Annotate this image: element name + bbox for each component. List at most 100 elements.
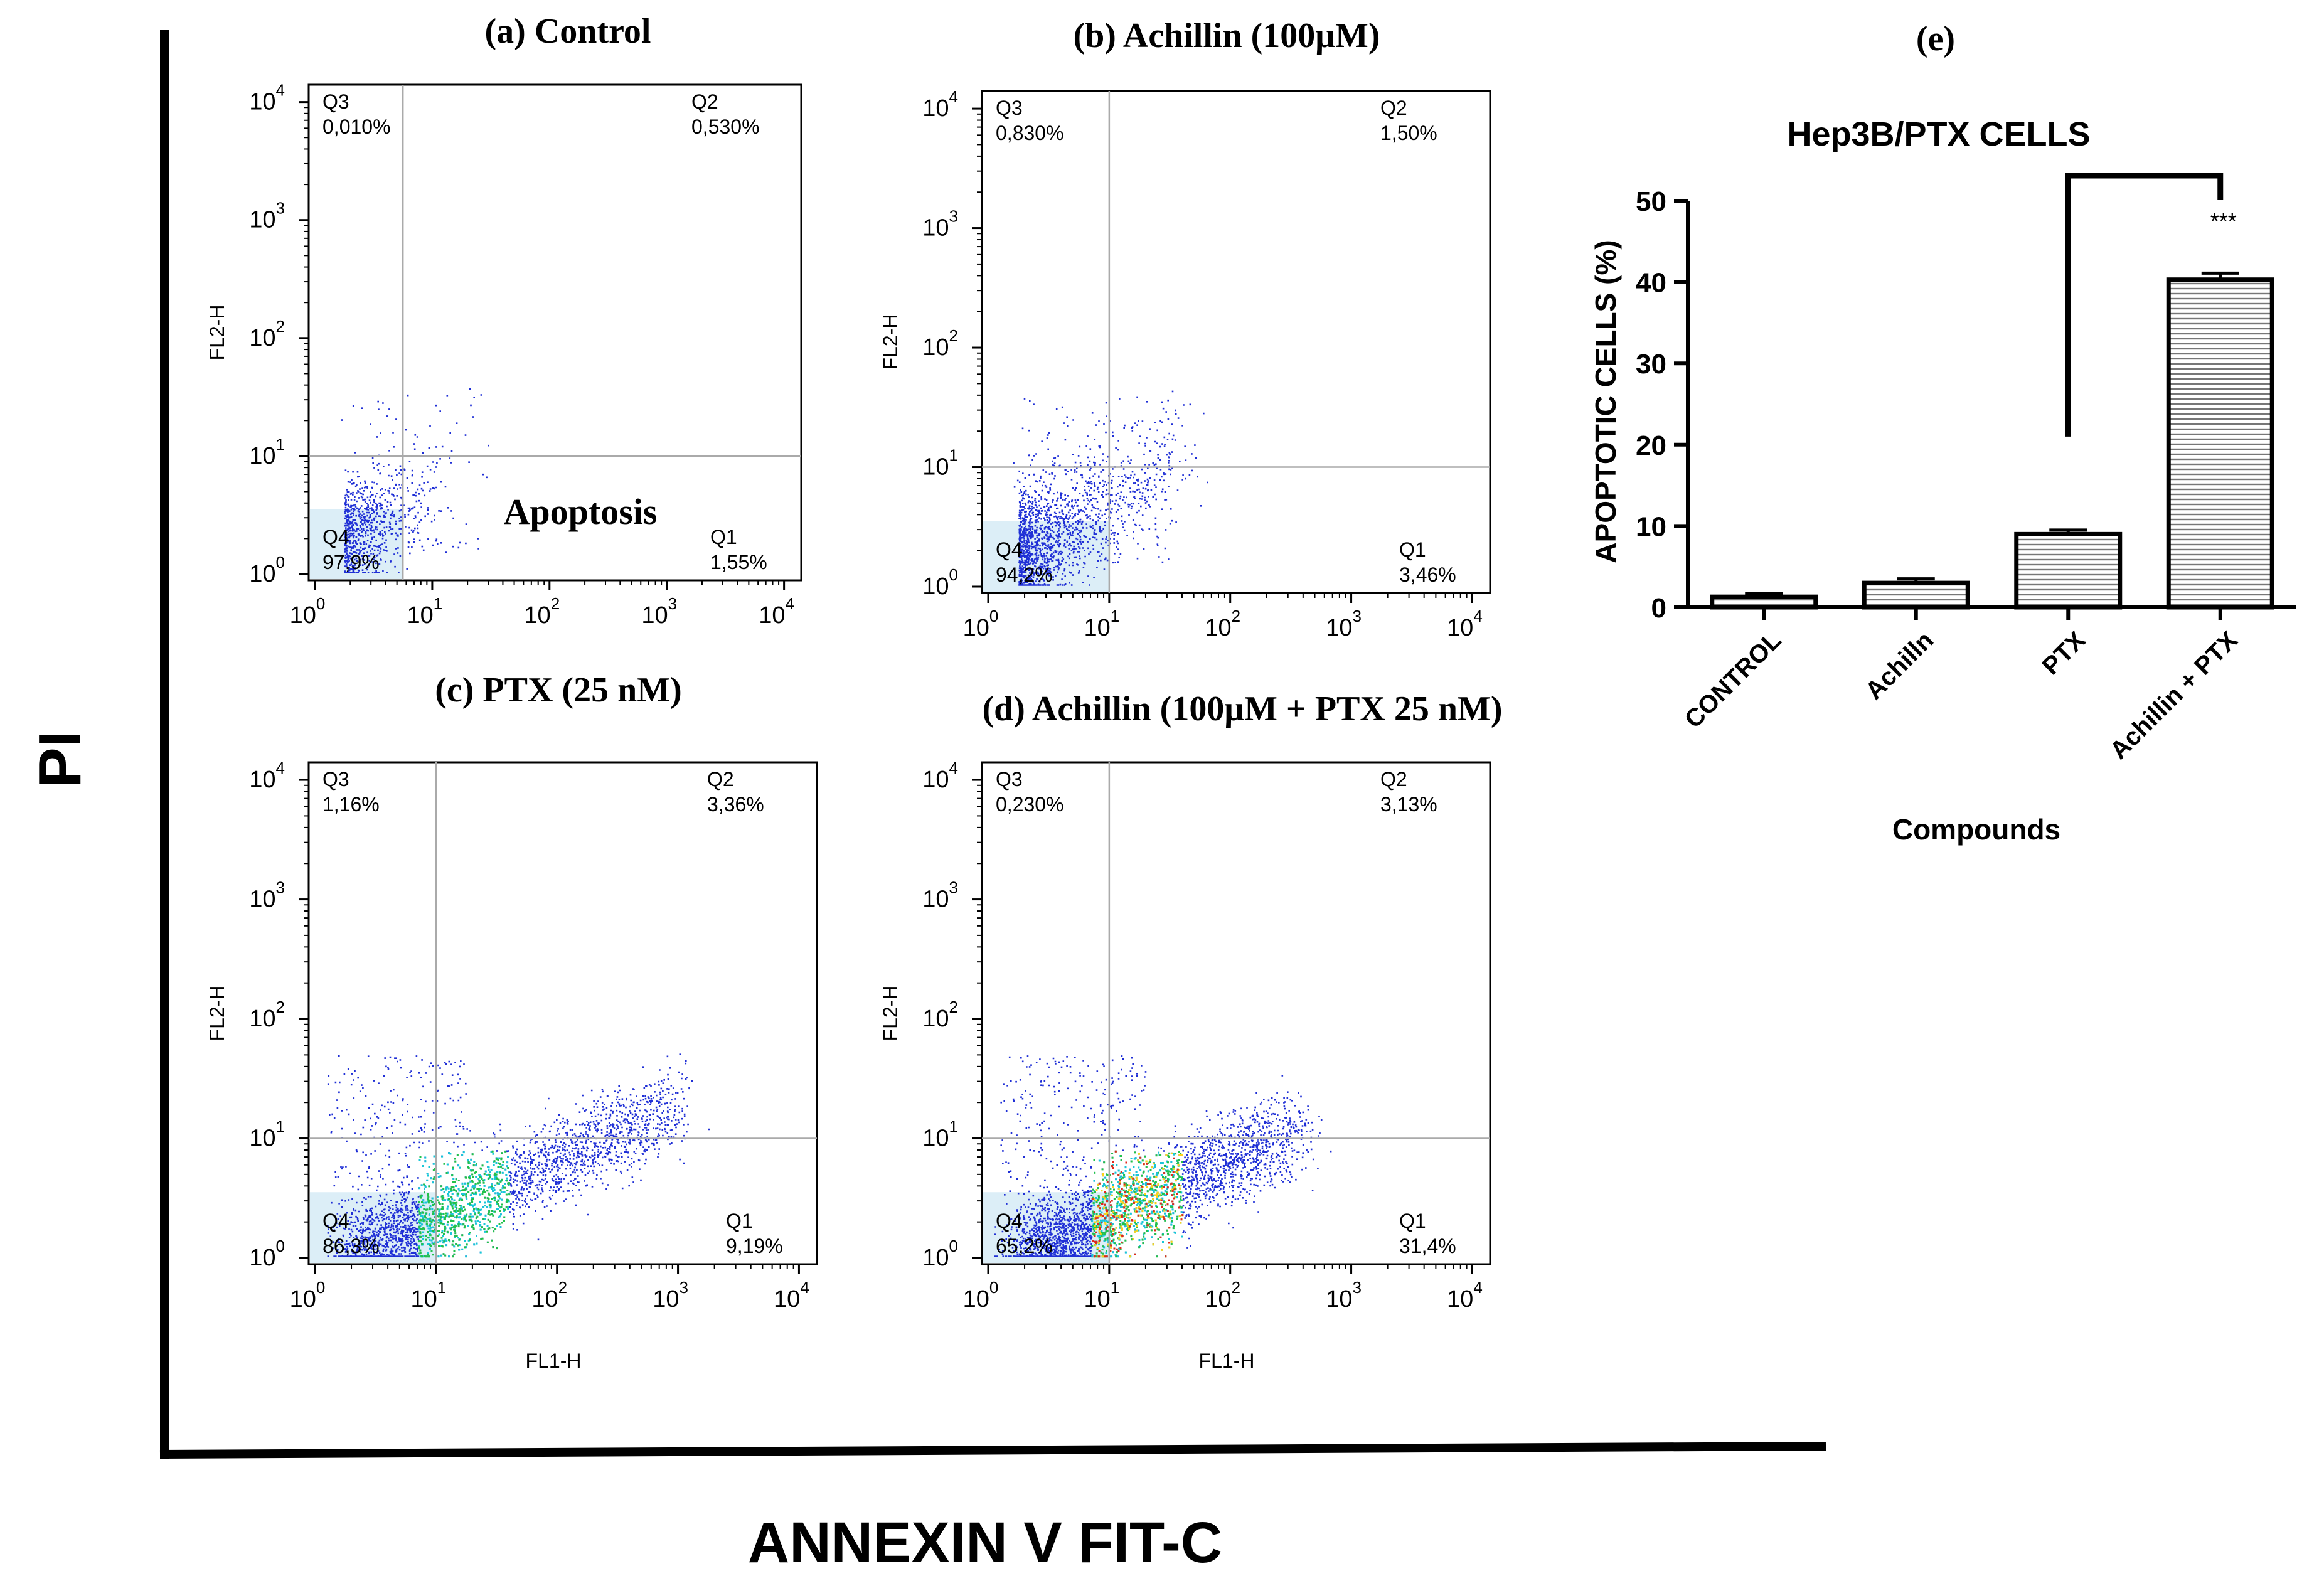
- x-tick-exponent: 3: [1352, 1278, 1361, 1297]
- y-tick-label: 103: [249, 199, 285, 233]
- x-tick-exponent: 2: [551, 594, 560, 613]
- y-tick-label: 101: [249, 435, 285, 469]
- y-tick-base: 10: [249, 1126, 275, 1152]
- x-tick-label: 100: [290, 594, 326, 629]
- y-tick-base: 10: [249, 1006, 275, 1032]
- y-tick-label: 104: [922, 87, 958, 122]
- y-tick-exponent: 0: [276, 553, 285, 572]
- x-tick-exponent: 2: [1232, 607, 1240, 626]
- flow-y-axis-title: FL2-H: [206, 986, 228, 1041]
- quadrant-q2-value: 3,36%: [707, 793, 764, 816]
- x-tick-label: 101: [1084, 607, 1119, 641]
- x-tick-label: 103: [1326, 1278, 1362, 1313]
- y-tick-exponent: 1: [949, 1117, 958, 1136]
- y-tick-base: 10: [249, 561, 275, 587]
- x-tick-base: 10: [963, 1286, 989, 1313]
- x-tick-exponent: 4: [1473, 1278, 1482, 1297]
- x-tick-base: 10: [290, 1286, 316, 1313]
- y-tick-exponent: 4: [949, 759, 958, 777]
- flow-panel-title: (c) PTX (25 nM): [435, 671, 681, 710]
- panel-e-label: (e): [1916, 19, 1955, 58]
- bar-chart-y-label: APOPTOTIC CELLS (%): [1589, 240, 1622, 563]
- flow-cytometry-panels: (a) ControlQ30,010%Q20,530%Q497,9%Q11,55…: [206, 12, 1502, 1372]
- x-tick-label: 101: [410, 1278, 446, 1313]
- y-tick-label: 104: [922, 759, 958, 793]
- quadrant-q2-name: Q2: [1380, 97, 1407, 119]
- y-tick-exponent: 3: [949, 207, 958, 226]
- y-tick-label: 104: [249, 81, 285, 115]
- quadrant-q1-value: 9,19%: [726, 1235, 783, 1257]
- y-tick-exponent: 2: [949, 326, 958, 345]
- y-tick-base: 10: [922, 767, 949, 793]
- y-tick-base: 10: [249, 443, 275, 469]
- quadrant-q1-name: Q1: [710, 526, 737, 548]
- x-tick-label: 102: [1205, 1278, 1240, 1313]
- y-tick-exponent: 2: [276, 998, 285, 1016]
- quadrant-q4-name: Q4: [996, 1210, 1023, 1232]
- x-tick-label: 103: [1326, 607, 1362, 641]
- x-tick-exponent: 3: [679, 1278, 688, 1297]
- x-tick-label: 102: [531, 1278, 567, 1313]
- bar-chart-e: (e) Hep3B/PTX CELLS APOPTOTIC CELLS (%) …: [1589, 19, 2296, 846]
- quadrant-q4-value: 65,2%: [996, 1235, 1053, 1257]
- x-tick-base: 10: [1205, 1286, 1231, 1313]
- quadrant-q4-name: Q4: [322, 526, 349, 548]
- x-tick-base: 10: [531, 1286, 558, 1313]
- flow-panel-title: (d) Achillin (100μM + PTX 25 nM): [983, 690, 1503, 728]
- flow-panel-title: (a) Control: [485, 12, 651, 51]
- bar: [2166, 277, 2274, 610]
- y-tick-label: 103: [922, 207, 958, 242]
- quadrant-q1-value: 31,4%: [1399, 1235, 1456, 1257]
- x-tick-exponent: 4: [800, 1278, 809, 1297]
- flow-y-axis-title: FL2-H: [879, 986, 902, 1041]
- y-tick-base: 10: [922, 215, 949, 242]
- y-tick-exponent: 3: [276, 199, 285, 218]
- x-tick-exponent: 3: [1352, 607, 1361, 626]
- x-tick-label: 100: [290, 1278, 326, 1313]
- bar-category-label: Achilln: [1860, 626, 1939, 705]
- quadrant-q2-name: Q2: [1380, 768, 1407, 791]
- x-tick-base: 10: [653, 1286, 679, 1313]
- bar: [1862, 580, 1970, 610]
- x-tick-base: 10: [407, 602, 434, 629]
- x-tick-label: 104: [1447, 607, 1483, 641]
- x-tick-label: 101: [407, 594, 443, 629]
- y-tick-label: 100: [922, 565, 958, 600]
- event-dots: [994, 1055, 1332, 1258]
- y-tick-base: 10: [922, 1006, 949, 1032]
- y-tick-label: 101: [922, 446, 958, 481]
- x-tick-exponent: 0: [316, 1278, 325, 1297]
- figure-x-axis-line: [159, 1442, 1826, 1459]
- y-tick-label: 102: [922, 326, 958, 361]
- y-tick-exponent: 1: [276, 1117, 285, 1136]
- bar-category-label: Achillin + PTX: [2105, 626, 2244, 765]
- y-tick-exponent: 0: [949, 1237, 958, 1255]
- x-tick-base: 10: [641, 602, 668, 629]
- quadrant-q1-name: Q1: [1399, 1210, 1426, 1232]
- x-tick-label: 102: [524, 594, 560, 629]
- y-tick-base: 10: [922, 1126, 949, 1152]
- y-tick-label: 104: [249, 759, 285, 793]
- x-tick-base: 10: [1447, 615, 1473, 641]
- quadrant-q3-value: 1,16%: [322, 793, 380, 816]
- x-tick-base: 10: [759, 602, 785, 629]
- flow-panel-1: (a) Control Q30,010% Q20,530% Q4 97,9% Q1 1,55…: [206, 12, 802, 629]
- quadrant-q2-name: Q2: [691, 90, 718, 113]
- y-tick-exponent: 4: [276, 81, 285, 100]
- bar-category-label: PTX: [2037, 626, 2091, 680]
- quadrant-q1-name: Q1: [1399, 538, 1426, 561]
- quadrant-q3-name: Q3: [322, 768, 349, 791]
- x-tick-exponent: 1: [1111, 1278, 1119, 1297]
- y-tick-base: 10: [249, 767, 275, 793]
- quadrant-q3-value: 0,830%: [996, 122, 1064, 144]
- bar: [2014, 531, 2123, 610]
- y-tick-exponent: 1: [276, 435, 285, 454]
- y-tick-label: 103: [922, 878, 958, 913]
- x-tick-label: 103: [641, 594, 677, 629]
- flow-plot-frame: [981, 761, 1491, 1265]
- quadrant-q4-name: Q4: [322, 1210, 349, 1232]
- y-tick-exponent: 4: [949, 87, 958, 106]
- x-tick-label: 101: [1084, 1278, 1119, 1313]
- y-tick-base: 10: [249, 89, 275, 115]
